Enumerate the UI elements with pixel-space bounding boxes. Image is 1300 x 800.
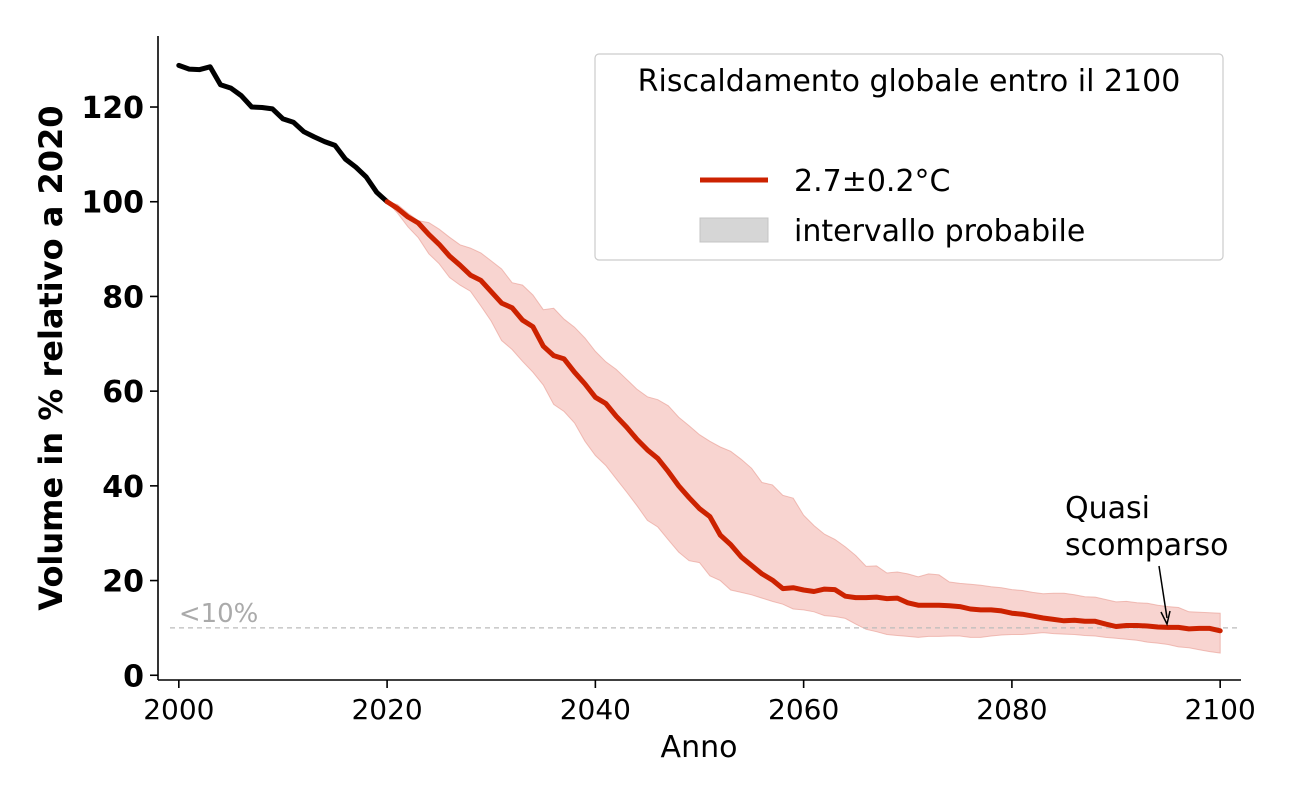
legend-entry-projection: 2.7±0.2°C — [794, 164, 951, 199]
legend-entry-band: intervallo probabile — [794, 214, 1085, 249]
annotation-line-1: Quasi — [1065, 491, 1150, 526]
y-tick-label: 100 — [81, 186, 144, 221]
x-tick-label: 2020 — [351, 693, 422, 726]
likely-range-band — [385, 200, 1221, 654]
y-tick-label: 80 — [102, 280, 144, 315]
history-line — [176, 62, 390, 205]
y-tick-label: 40 — [102, 470, 144, 505]
legend: Riscaldamento globale entro il 2100 2.7±… — [594, 53, 1224, 261]
x-tick-label: 2080 — [976, 693, 1047, 726]
y-tick-label: 120 — [81, 91, 144, 126]
annotation-arrow-head — [1160, 610, 1171, 627]
threshold-label: <10% — [179, 599, 259, 629]
y-tick-label: 0 — [123, 659, 144, 694]
y-axis-label: Volume in % relativo a 2020 — [32, 105, 70, 610]
annotation-arrow-shaft — [1158, 565, 1168, 619]
y-tick-label: 60 — [102, 375, 144, 410]
legend-band-swatch — [699, 217, 769, 243]
x-tick-label: 2000 — [143, 693, 214, 726]
projection-line — [384, 199, 1223, 634]
x-tick-label: 2040 — [560, 693, 631, 726]
legend-title: Riscaldamento globale entro il 2100 — [638, 64, 1181, 99]
x-tick-label: 2100 — [1185, 693, 1256, 726]
annotation-line-2: scomparso — [1065, 528, 1228, 563]
legend-box — [594, 53, 1224, 261]
x-axis-label: Anno — [661, 730, 738, 765]
y-tick-label: 20 — [102, 565, 144, 600]
x-tick-label: 2060 — [768, 693, 839, 726]
